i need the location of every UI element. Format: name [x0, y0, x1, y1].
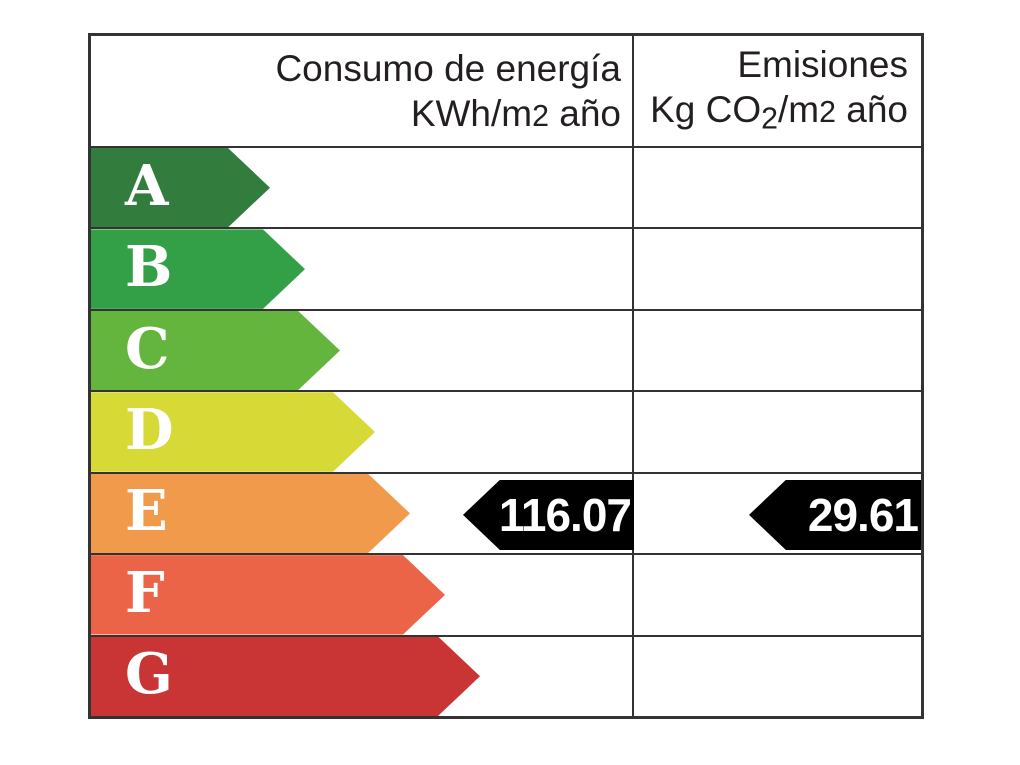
rating-bar-arrow: A	[91, 148, 270, 227]
consumption-value-indicator: 116.07	[463, 479, 634, 551]
header-emissions-units: Kg CO2/m2 año	[650, 87, 908, 142]
units-exponent: 2	[532, 99, 549, 133]
units-text: /m	[778, 89, 820, 131]
rating-row-f: F	[91, 555, 921, 637]
rating-row-c: C	[91, 310, 921, 393]
rating-letter: B	[125, 234, 173, 301]
units-suffix: año	[835, 89, 908, 131]
column-divider	[632, 636, 634, 716]
units-subscript: 2	[761, 102, 778, 136]
units-exponent: 2	[819, 96, 836, 130]
rating-letter: G	[125, 641, 173, 708]
rating-row-a: A	[91, 148, 921, 230]
rating-letter: C	[125, 315, 170, 382]
header-consumption-title: Consumo de energía	[275, 47, 621, 89]
units-text: Kg CO	[650, 89, 762, 131]
rating-row-b: B	[91, 229, 921, 311]
rating-letter: A	[125, 152, 169, 219]
rating-row-d: D	[91, 392, 921, 474]
column-divider	[632, 310, 634, 391]
rating-row-g: G	[91, 636, 921, 716]
rating-bar-arrow: D	[91, 392, 375, 471]
emissions-value-indicator: 29.61	[749, 479, 921, 551]
table-header: Consumo de energía KWh/m2 año Emisiones …	[91, 36, 921, 148]
column-divider	[632, 148, 634, 228]
rating-bar-arrow: C	[91, 311, 340, 390]
units-suffix: año	[548, 92, 621, 134]
indicator-value: 116.07	[498, 488, 632, 541]
header-consumption-units: KWh/m2 año	[411, 91, 621, 139]
column-divider	[632, 555, 634, 635]
rating-letter: D	[125, 396, 174, 463]
column-divider	[632, 392, 634, 472]
column-divider	[632, 229, 634, 309]
units-text: KWh/m	[410, 92, 533, 134]
indicator-value: 29.61	[807, 488, 919, 541]
rating-bar-arrow: E	[91, 474, 410, 553]
rating-row-e: E 116.07 29.61	[91, 473, 921, 556]
header-emissions-title: Emisiones	[737, 44, 908, 86]
energy-rating-table: Consumo de energía KWh/m2 año Emisiones …	[88, 33, 924, 719]
rating-letter: E	[125, 478, 168, 545]
rating-bar-arrow: B	[91, 229, 305, 308]
rating-bar-arrow: G	[91, 637, 480, 716]
header-consumption-column: Consumo de energía KWh/m2 año	[91, 36, 634, 146]
rating-bar-arrow: F	[91, 555, 445, 634]
header-emissions-column: Emisiones Kg CO2/m2 año	[634, 36, 921, 146]
rating-rows: A B C D E 116.07 29.61 F	[91, 148, 921, 716]
rating-letter: F	[125, 559, 165, 626]
